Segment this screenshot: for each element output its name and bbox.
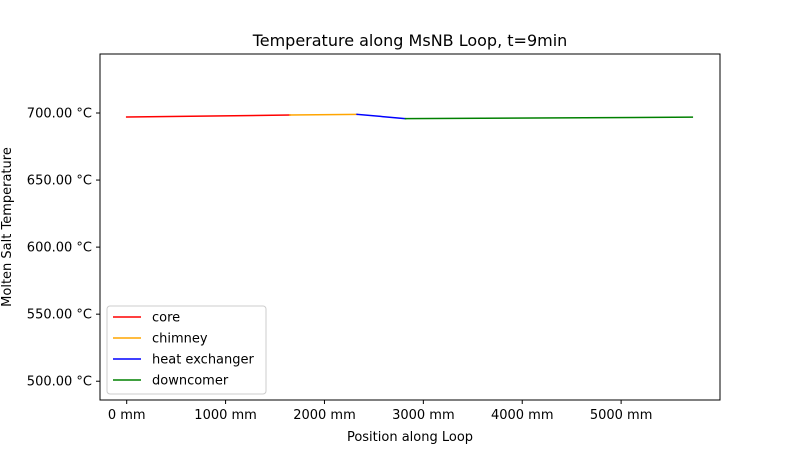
chart-title: Temperature along MsNB Loop, t=9min [252,31,568,50]
y-tick-label: 600.00 °C [27,241,92,256]
y-tick-label: 550.00 °C [27,308,92,323]
series-line-core [125,114,291,118]
series-line-heat-exchanger [356,113,407,120]
legend: core chimney heat exchanger downcomer [106,305,267,395]
axes-frame [99,53,721,401]
legend-label: downcomer [152,374,229,389]
x-tick-label: 1000 mm [194,408,257,423]
x-axis-label: Position along Loop [347,430,473,445]
legend-label: core [152,311,180,326]
x-tick-label: 4000 mm [491,408,554,423]
series-line-chimney [289,113,358,116]
y-tick-label: 700.00 °C [27,107,92,122]
legend-label: chimney [152,332,208,347]
legend-box [106,305,267,395]
x-tick-label: 2000 mm [293,408,356,423]
x-tick-label: 5000 mm [590,408,653,423]
legend-label: heat exchanger [152,353,255,368]
series-line-downcomer [404,116,694,120]
y-axis-label: Molten Salt Temperature [0,147,15,307]
y-tick-label: 500.00 °C [27,375,92,390]
x-tick-label: 0 mm [108,408,146,423]
x-tick-label: 3000 mm [392,408,455,423]
plot-area: 0 mm 1000 mm 2000 mm 3000 mm 4000 mm 5000 mm 5… [27,53,721,423]
y-tick-label: 650.00 °C [27,174,92,189]
